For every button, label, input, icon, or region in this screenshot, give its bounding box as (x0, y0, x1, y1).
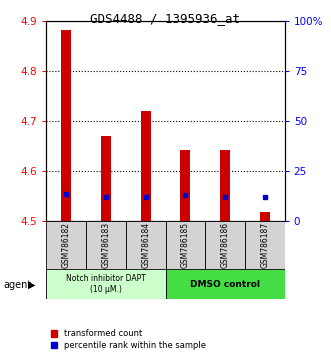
FancyBboxPatch shape (126, 221, 166, 269)
Text: GSM786185: GSM786185 (181, 222, 190, 268)
Text: Notch inhibitor DAPT
(10 μM.): Notch inhibitor DAPT (10 μM.) (66, 274, 146, 294)
Bar (180, 150, 190, 221)
Bar (141, 111, 151, 221)
Text: GSM786183: GSM786183 (101, 222, 111, 268)
Text: GSM786187: GSM786187 (260, 222, 269, 268)
FancyBboxPatch shape (86, 221, 126, 269)
Bar (101, 136, 111, 221)
Bar (61, 30, 71, 221)
Text: DMSO control: DMSO control (190, 280, 260, 289)
FancyBboxPatch shape (245, 221, 285, 269)
Legend: transformed count, percentile rank within the sample: transformed count, percentile rank withi… (51, 329, 206, 350)
Bar (220, 150, 230, 221)
Bar (260, 212, 270, 221)
FancyBboxPatch shape (166, 269, 285, 299)
Text: ▶: ▶ (28, 280, 35, 290)
FancyBboxPatch shape (46, 269, 166, 299)
FancyBboxPatch shape (46, 221, 86, 269)
Text: GSM786186: GSM786186 (220, 222, 230, 268)
Text: agent: agent (3, 280, 31, 290)
Text: GSM786184: GSM786184 (141, 222, 150, 268)
Text: GSM786182: GSM786182 (62, 222, 71, 268)
Text: GDS4488 / 1395936_at: GDS4488 / 1395936_at (90, 12, 241, 25)
FancyBboxPatch shape (205, 221, 245, 269)
FancyBboxPatch shape (166, 221, 205, 269)
